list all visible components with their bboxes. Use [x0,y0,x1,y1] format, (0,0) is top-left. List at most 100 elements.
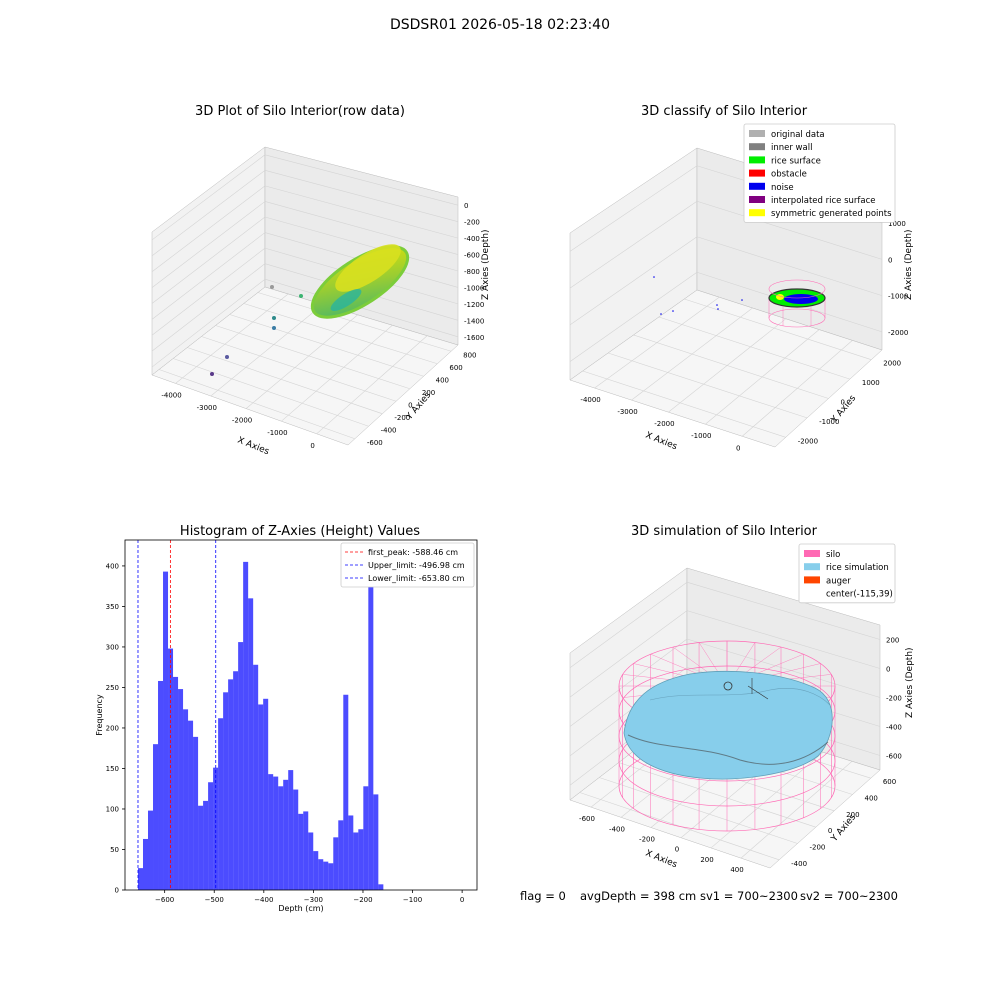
legend-swatch [804,576,820,584]
z-tick-label: -200 [886,695,902,703]
sv2-readout: sv2 = 700~2300 [800,889,898,903]
x-tick-label: −200 [353,896,372,904]
y-tick-label: 400 [865,795,878,803]
y-tick-label: 2000 [883,360,901,368]
z-tick-label: 0 [464,202,468,210]
classified-silo [653,276,826,328]
y-tick-label: 250 [106,684,119,692]
y-tick-label: 0 [841,399,845,407]
x-tick-label: -400 [609,825,625,833]
y-tick-label: 0 [115,887,119,895]
simulation-plot-title: 3D simulation of Silo Interior [631,524,817,539]
x-tick-label: -3000 [197,404,217,412]
histogram-bar [258,704,264,890]
y-tick-label: 400 [106,562,119,570]
legend-label: silo [826,550,840,560]
z-tick-label: 0 [886,666,890,674]
rice-simulation-surface [623,671,833,780]
x-tick-label: -200 [639,836,655,844]
x-tick-label: −500 [205,896,224,904]
x-tick-label: -1000 [267,429,287,437]
legend-label: inner wall [771,143,812,153]
legend-label: obstacle [771,170,807,180]
classify-3d-plot: X Axies Y Axies Z Axies (Depth) -4000-30… [569,123,914,453]
y-tick-label: 50 [110,846,119,854]
x-tick-label: 0 [310,442,314,450]
histogram-bar [288,770,294,890]
histogram-bar [253,664,259,890]
histogram-chart: −600 −500 −400 −300 −200 −100 0 0 50 100 150 200 25… [95,539,478,913]
legend-label: Upper_limit: -496.98 cm [368,561,465,570]
y-tick-label: 0 [408,401,412,409]
histogram-bar [213,767,219,890]
histogram-bar [142,838,149,890]
z-tick-label: -1400 [464,317,484,325]
x-tick-label: -2000 [232,417,252,425]
flag-readout: flag = 0 [520,889,566,903]
histogram-bar [333,837,339,890]
classify-x-axis-label: X Axies [644,431,679,453]
histogram-bar [223,692,229,890]
histogram-bar [218,718,224,890]
histogram-bar [313,851,319,890]
y-tick-label: 0 [828,827,832,835]
x-tick-label: 0 [460,896,464,904]
histogram-y-ticks: 0 50 100 150 200 250 300 350 400 [106,562,125,895]
histogram-bar [238,642,244,890]
classify-z-axis-label: Z Axies (Depth) [904,229,914,300]
x-tick-label: -1000 [691,432,711,440]
histogram-bar [228,679,234,890]
histogram-bar [233,671,239,890]
classify-legend: original data inner wall rice surface obsta… [743,123,896,223]
histogram-bar [263,698,269,890]
histogram-bar [323,861,329,890]
raw-z-axis-label: Z Axies (Depth) [481,229,491,300]
histogram-bar [158,680,164,890]
y-tick-label: 350 [106,603,119,611]
histogram-bar [183,709,189,890]
y-tick-label: 200 [422,389,435,397]
z-tick-label: -1600 [464,334,484,342]
z-tick-label: -400 [886,724,902,732]
histogram-bar [137,868,143,890]
histogram-bar [368,560,374,890]
legend-label: interpolated rice surface [771,196,876,206]
histogram-bar [358,829,364,890]
z-tick-label: -600 [886,753,902,761]
histogram-bar [378,884,384,890]
histogram-bar [178,689,184,890]
legend-label: center(-115,39) [826,590,893,600]
histogram-bar [248,598,254,890]
legend-label: noise [771,183,794,193]
z-tick-label: -800 [464,268,480,276]
histogram-bar [243,561,249,890]
histogram-bar [348,815,354,890]
y-tick-label: 100 [106,805,119,813]
legend-swatch [749,169,765,177]
x-tick-label: −300 [304,896,323,904]
histogram-bar [303,811,309,890]
y-tick-label: 300 [106,643,119,651]
histogram-bar [343,694,349,890]
y-tick-label: -2000 [798,437,818,445]
histogram-x-ticks: −600 −500 −400 −300 −200 −100 0 [155,890,464,904]
classify-plot-title: 3D classify of Silo Interior [640,104,808,119]
z-tick-label: -600 [464,252,480,260]
x-tick-label: 400 [730,866,743,874]
x-tick-label: −100 [403,896,422,904]
simulation-z-axis-label: Z Axies (Depth) [905,647,915,718]
y-tick-label: 200 [106,724,119,732]
x-tick-label: 0 [736,444,740,452]
histogram-bar [208,782,214,890]
histogram-bar [278,786,284,890]
z-tick-label: -2000 [888,329,908,337]
y-tick-label: 150 [106,765,119,773]
y-tick-label: -600 [367,439,383,447]
x-tick-label: −400 [254,896,273,904]
x-tick-label: 200 [700,856,713,864]
histogram-bar [273,776,279,890]
sv1-readout: sv1 = 700~2300 [700,889,798,903]
histogram-bar [198,805,204,890]
histogram-bar [268,774,274,890]
